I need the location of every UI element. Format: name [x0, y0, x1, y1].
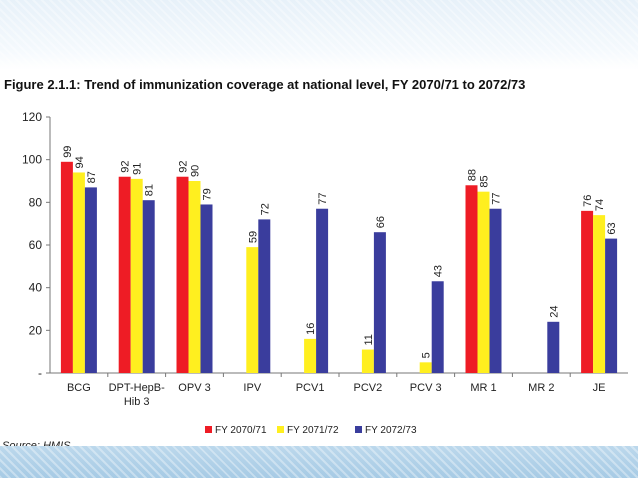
bar: [593, 215, 606, 373]
category-label: PCV1: [296, 382, 325, 394]
y-tick-label: 20: [29, 323, 43, 337]
bar: [304, 338, 317, 373]
data-label: 91: [132, 163, 144, 175]
data-label: 43: [433, 265, 445, 277]
data-label: 59: [247, 231, 259, 243]
category-label: JE: [593, 382, 606, 394]
bar: [84, 187, 97, 373]
bar: [477, 191, 490, 373]
data-label: 99: [62, 146, 74, 158]
data-label: 85: [479, 175, 491, 187]
data-label: 87: [86, 171, 98, 183]
data-label: 77: [317, 192, 329, 204]
y-tick-label: 120: [22, 110, 42, 124]
data-label: 94: [74, 156, 86, 168]
category-label: MR 1: [470, 382, 496, 394]
y-tick-label: -: [38, 366, 42, 380]
category-label: DPT-HepB-: [109, 382, 166, 394]
y-tick-label: 60: [29, 238, 43, 252]
bar: [200, 204, 213, 373]
bar: [142, 200, 155, 373]
bar: [581, 210, 594, 373]
data-label: 90: [190, 165, 202, 177]
figure-title: Figure 2.1.1: Trend of immunization cove…: [4, 77, 526, 92]
y-tick-label: 100: [22, 153, 42, 167]
bar: [130, 178, 143, 373]
bar: [118, 176, 131, 373]
bar: [431, 281, 444, 373]
bar: [547, 321, 560, 373]
bar: [489, 208, 502, 373]
data-label: 5: [421, 352, 433, 358]
bar: [60, 161, 73, 373]
data-label: 16: [305, 323, 317, 335]
category-label: IPV: [243, 382, 261, 394]
data-label: 24: [548, 306, 560, 318]
bar: [72, 172, 85, 373]
legend-swatch: [277, 426, 284, 433]
bar: [188, 181, 201, 373]
bar: [316, 208, 329, 373]
data-label: 76: [582, 195, 594, 207]
bar: [258, 219, 271, 373]
data-label: 63: [606, 222, 618, 234]
y-tick-label: 40: [29, 281, 43, 295]
category-label: Hib 3: [124, 396, 150, 408]
data-label: 88: [467, 169, 479, 181]
bar: [361, 349, 374, 373]
bar: [373, 232, 386, 373]
legend-label: FY 2071/72: [287, 425, 339, 436]
category-label: BCG: [67, 382, 91, 394]
header-decoration: [0, 0, 638, 70]
data-label: 81: [144, 184, 156, 196]
legend-swatch: [205, 426, 212, 433]
data-label: 66: [375, 216, 387, 228]
data-label: 72: [259, 203, 271, 215]
bar: [605, 238, 618, 373]
category-label: OPV 3: [178, 382, 210, 394]
y-tick-label: 80: [29, 195, 43, 209]
legend-swatch: [355, 426, 362, 433]
data-label: 74: [594, 199, 606, 211]
data-label: 92: [178, 160, 190, 172]
data-label: 11: [363, 334, 375, 345]
category-label: PCV 3: [410, 382, 442, 394]
category-label: MR 2: [528, 382, 554, 394]
bar: [419, 362, 432, 373]
legend-label: FY 2072/73: [365, 425, 417, 436]
bar: [246, 247, 259, 373]
category-label: PCV2: [354, 382, 383, 394]
data-label: 77: [491, 192, 503, 204]
footer-decoration: [0, 446, 638, 478]
data-label: 92: [120, 160, 132, 172]
data-label: 79: [202, 188, 214, 200]
bar: [176, 176, 189, 373]
legend-label: FY 2070/71: [215, 425, 267, 436]
bar: [465, 185, 478, 373]
